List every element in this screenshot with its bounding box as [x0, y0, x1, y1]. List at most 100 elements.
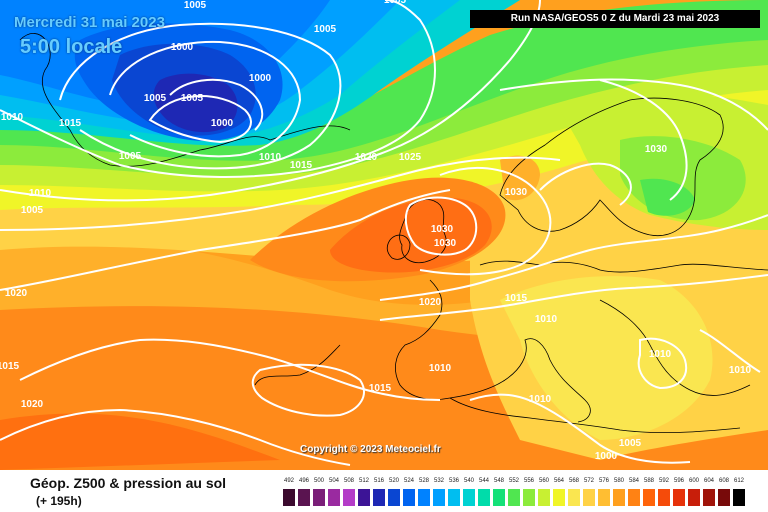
isobar-label: 1020 — [355, 152, 378, 163]
isobar-label: 1025 — [399, 152, 422, 163]
field-label: Géop. Z500 & pression au sol — [30, 475, 227, 491]
isobar-label: 1015 — [59, 118, 82, 129]
legend-swatch — [283, 489, 295, 506]
legend-swatch — [628, 489, 640, 506]
legend-swatch — [508, 489, 520, 506]
legend-value: 520 — [388, 478, 399, 484]
legend-swatch — [598, 489, 610, 506]
legend-swatch — [613, 489, 625, 506]
legend-swatch — [523, 489, 535, 506]
isobar-label: 1030 — [645, 144, 668, 155]
isobar-lines — [0, 0, 768, 466]
isobar-label: 1010 — [1, 112, 24, 123]
isobar-label: 1000 — [211, 118, 234, 129]
legend-swatch — [343, 489, 355, 506]
model-run-label: Run NASA/GEOS5 0 Z du Mardi 23 mai 2023 — [470, 10, 760, 28]
legend-swatch — [718, 489, 730, 506]
weather-map: 1005 1005 1005 1000 1000 1005 1005 1000 1010 1015… — [0, 0, 768, 470]
legend-value: 608 — [718, 478, 729, 484]
isobar-label: 1015 — [505, 293, 528, 304]
isobar-label: 1005 — [181, 93, 204, 104]
legend-value: 584 — [628, 478, 639, 484]
isobar-label: 1015 — [369, 383, 392, 394]
footer-bar: Géop. Z500 & pression au sol (+ 195h) 49… — [0, 470, 768, 512]
isobar-label: 1005 — [619, 438, 642, 449]
isobar-label: 1010 — [429, 363, 452, 374]
isobar-label: 1005 — [314, 24, 337, 35]
valid-time-label: 5:00 locale — [20, 36, 123, 58]
isobar-label: 1030 — [505, 187, 528, 198]
isobar-label: 1015 — [0, 361, 20, 372]
legend-swatch — [463, 489, 475, 506]
legend-swatch — [538, 489, 550, 506]
isobar-label: 1000 — [171, 42, 194, 53]
legend-swatch — [553, 489, 565, 506]
isobar-label: 1005 — [21, 205, 44, 216]
legend-value: 500 — [313, 478, 324, 484]
isobar-label: 1005 — [144, 93, 167, 104]
legend-value: 572 — [583, 478, 594, 484]
legend-value: 568 — [568, 478, 579, 484]
height-field — [0, 0, 768, 470]
isobar-label: 1010 — [259, 152, 282, 163]
isobar-label: 1030 — [434, 238, 457, 249]
isobar-label: 1020 — [5, 288, 28, 299]
copyright-label: Copyright © 2023 Meteociel.fr — [300, 444, 441, 455]
legend-value: 492 — [283, 478, 294, 484]
legend-value: 516 — [373, 478, 384, 484]
legend-value: 524 — [403, 478, 414, 484]
legend-value: 592 — [658, 478, 669, 484]
isobar-label: 1005 — [384, 0, 407, 6]
isobar-label: 1020 — [21, 399, 44, 410]
legend-swatch — [493, 489, 505, 506]
legend-swatch — [433, 489, 445, 506]
legend-swatch — [418, 489, 430, 506]
isobar-label: 1000 — [595, 451, 618, 462]
legend-swatch — [583, 489, 595, 506]
isobar-label: 1005 — [119, 151, 142, 162]
legend-value: 536 — [448, 478, 459, 484]
legend-swatch — [358, 489, 370, 506]
legend-swatch — [298, 489, 310, 506]
legend-swatch — [373, 489, 385, 506]
coastlines — [19, 33, 768, 434]
legend-swatch — [688, 489, 700, 506]
legend-swatch — [388, 489, 400, 506]
legend-value: 588 — [643, 478, 654, 484]
legend-value: 596 — [673, 478, 684, 484]
valid-date-label: Mercredi 31 mai 2023 — [14, 14, 165, 31]
legend-swatch — [643, 489, 655, 506]
legend-value: 612 — [733, 478, 744, 484]
legend-swatch — [328, 489, 340, 506]
legend-value: 564 — [553, 478, 564, 484]
legend-swatch — [733, 489, 745, 506]
legend-value: 576 — [598, 478, 609, 484]
isobar-label: 1015 — [290, 160, 313, 171]
legend-value: 548 — [493, 478, 504, 484]
legend-value: 540 — [463, 478, 474, 484]
legend-swatch — [703, 489, 715, 506]
legend-value: 496 — [298, 478, 309, 484]
legend-value: 544 — [478, 478, 489, 484]
legend-swatch — [403, 489, 415, 506]
isobar-label: 1010 — [29, 188, 52, 199]
legend-swatch — [478, 489, 490, 506]
legend-swatch — [313, 489, 325, 506]
isobar-label: 1020 — [419, 297, 442, 308]
legend-value: 600 — [688, 478, 699, 484]
legend-swatch — [568, 489, 580, 506]
legend-value: 560 — [538, 478, 549, 484]
isobar-label: 1010 — [535, 314, 558, 325]
legend-value: 580 — [613, 478, 624, 484]
legend-value: 552 — [508, 478, 519, 484]
legend-value: 556 — [523, 478, 534, 484]
isobar-label: 1010 — [729, 365, 752, 376]
isobar-label: 1010 — [649, 349, 672, 360]
legend-value: 512 — [358, 478, 369, 484]
isobar-label: 1000 — [249, 73, 272, 84]
isobar-label: 1005 — [184, 0, 207, 11]
legend-value: 508 — [343, 478, 354, 484]
legend-swatch — [673, 489, 685, 506]
legend-value: 528 — [418, 478, 429, 484]
